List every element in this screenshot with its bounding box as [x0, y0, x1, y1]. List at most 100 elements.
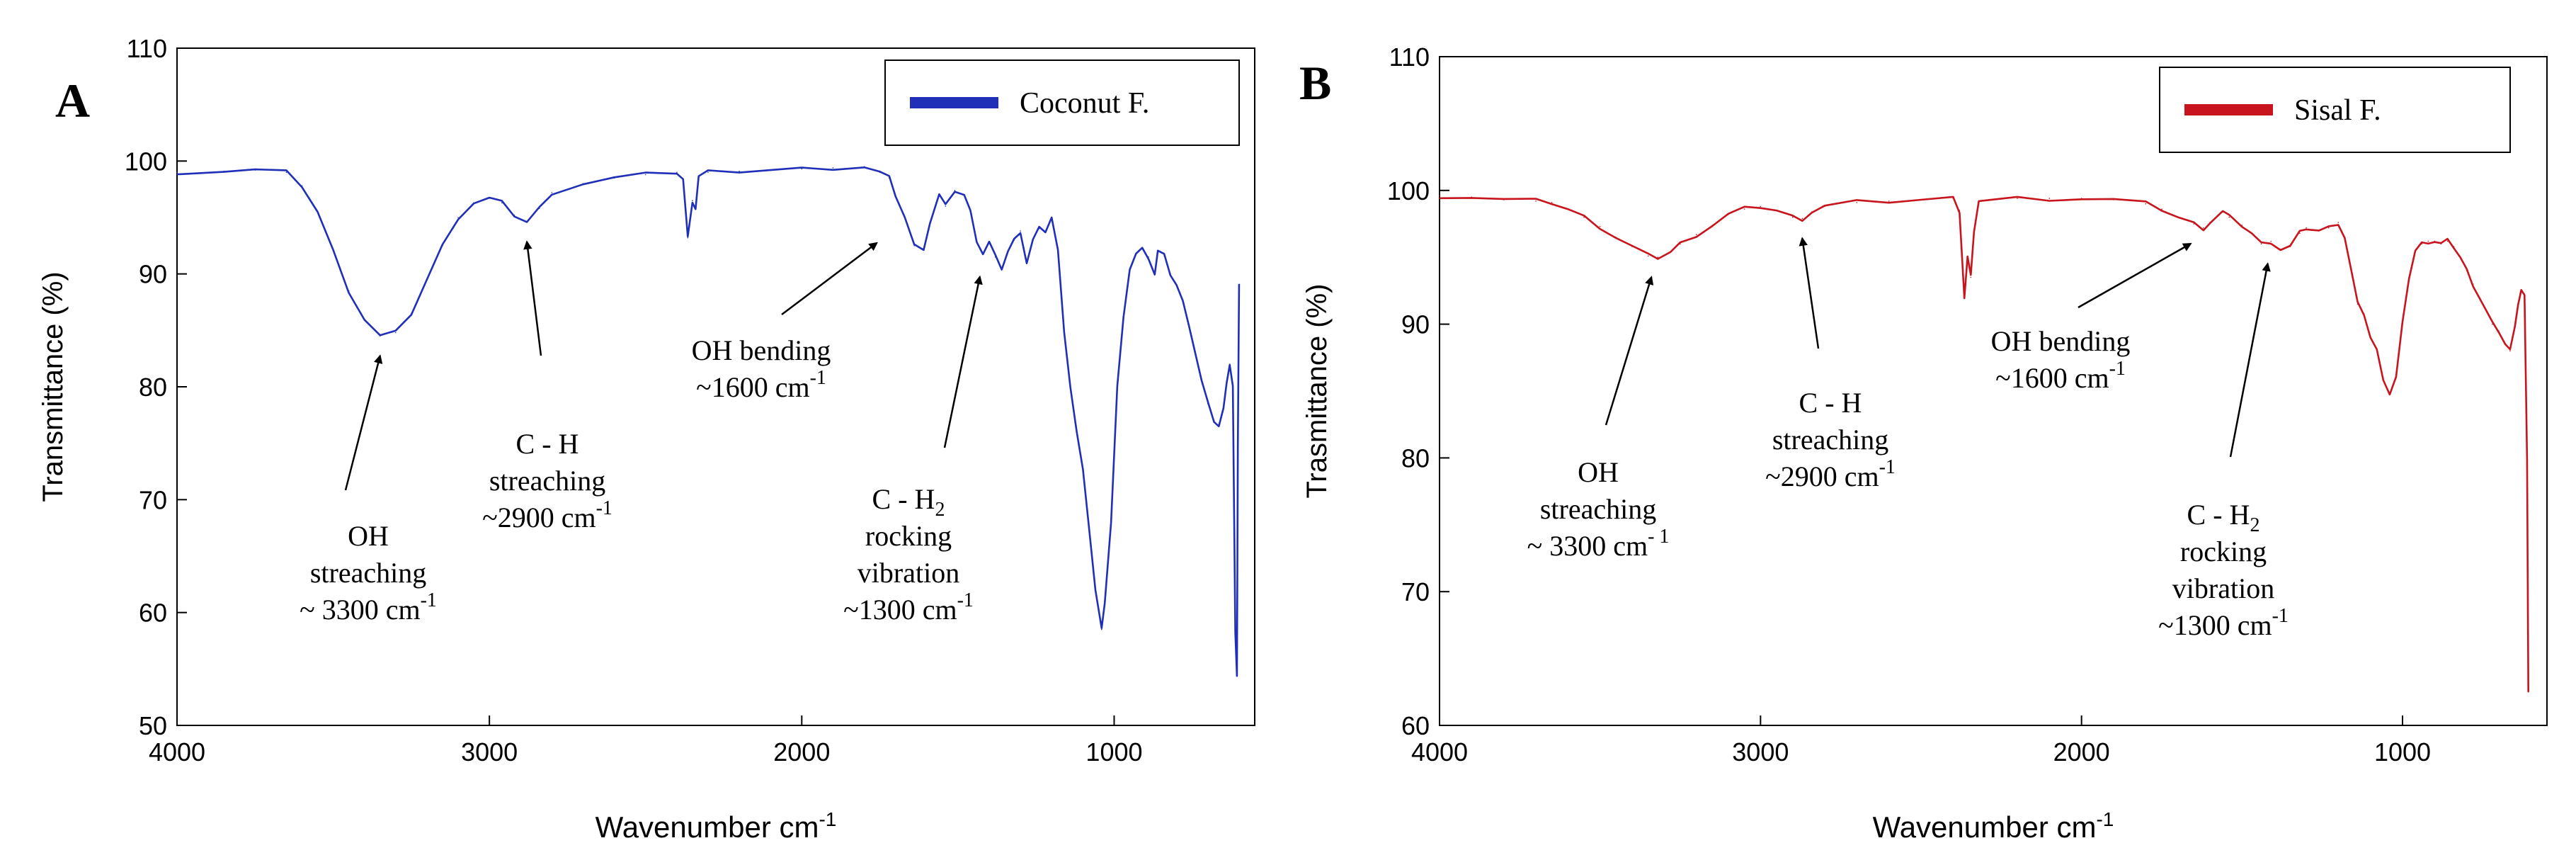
x-tick-label: 1000 [1085, 737, 1142, 766]
data-point [426, 278, 428, 281]
data-point [1201, 380, 1202, 382]
data-point [2427, 240, 2429, 242]
data-point [2472, 283, 2474, 285]
data-point [1013, 239, 1015, 241]
data-point [2337, 222, 2340, 223]
y-axis-label: Transmittance (%) [38, 271, 69, 502]
data-point [2177, 216, 2179, 218]
annotation-ch2-rock: C - H2 rocking vibration ~1300 cm-1 [843, 483, 974, 626]
data-point [363, 318, 365, 320]
data-point [929, 222, 930, 224]
data-point [2193, 223, 2195, 225]
data-point [1213, 420, 1215, 421]
data-point [2363, 312, 2365, 315]
data-point [1670, 251, 1672, 253]
data-point [2017, 198, 2018, 199]
y-tick-label: 90 [1401, 310, 1430, 339]
data-point [1182, 301, 1184, 303]
data-point [976, 239, 978, 241]
x-axis-label: Wavenumber cm-1 [1873, 808, 2114, 844]
data-point [2356, 303, 2359, 305]
data-point [913, 245, 915, 247]
data-point [1973, 230, 1975, 232]
data-point [1223, 409, 1224, 410]
x-tick-label: 2000 [2053, 737, 2110, 766]
data-point [1163, 255, 1165, 257]
data-point [2145, 203, 2147, 205]
data-point [2395, 377, 2397, 378]
data-point [348, 290, 350, 292]
data-point [2048, 198, 2051, 199]
data-point [1218, 426, 1220, 427]
y-tick-label: 100 [125, 147, 167, 176]
data-point [687, 237, 689, 239]
data-point [473, 202, 474, 204]
data-point [1964, 297, 1965, 298]
annotation-arrow [943, 275, 983, 448]
annotation-oh-bend: OH bending ~1600 cm-1 [1991, 325, 2131, 394]
data-point [2421, 243, 2422, 245]
data-point [1680, 243, 1681, 245]
data-point [707, 171, 709, 174]
legend-label: Sisal F. [2294, 94, 2381, 127]
chart-panel-b: 60 70 80 90 100 110 4000 3000 2000 1000 Trasmittan… [1299, 43, 2548, 844]
annotation-arrow [344, 354, 383, 491]
data-point [1082, 470, 1084, 473]
data-point [2203, 227, 2204, 229]
data-point [1207, 403, 1209, 404]
data-point [1970, 276, 1972, 278]
annotation-arrow [1799, 237, 1820, 349]
data-point [2498, 330, 2500, 332]
data-point [2504, 344, 2506, 345]
data-point [2434, 240, 2436, 242]
x-tick-label: 4000 [1411, 737, 1468, 766]
data-point [1122, 318, 1124, 320]
data-point [301, 185, 303, 187]
data-point [2350, 270, 2352, 271]
data-point [1007, 251, 1009, 252]
data-point [1567, 208, 1569, 210]
data-point [1439, 195, 1440, 197]
data-point [380, 335, 381, 337]
data-point [1236, 674, 1238, 676]
data-point [2270, 240, 2272, 242]
data-point [1044, 230, 1047, 232]
data-point [2376, 350, 2378, 352]
data-point [2369, 336, 2371, 339]
data-point [904, 217, 906, 218]
data-point [613, 177, 615, 179]
data-point [801, 168, 803, 170]
annotation-arrow [523, 240, 542, 356]
annotation-arrow [2078, 242, 2192, 309]
plot-frame [1439, 56, 2548, 726]
data-point [2299, 232, 2301, 234]
x-tick-label: 3000 [1732, 737, 1789, 766]
data-point [442, 245, 443, 247]
x-tick-label: 3000 [461, 737, 518, 766]
data-point [551, 192, 553, 193]
data-point [1978, 200, 1980, 202]
data-point [411, 312, 412, 315]
data-point [1631, 246, 1633, 247]
annotation-oh-bend: OH bending ~1600 cm-1 [692, 334, 831, 403]
data-point [2113, 199, 2114, 200]
data-point [2446, 240, 2449, 242]
data-point [982, 253, 984, 254]
data-point [2485, 310, 2487, 312]
data-point [954, 190, 956, 191]
data-point [1503, 199, 1505, 200]
data-point [457, 217, 459, 218]
x-tick-label: 4000 [149, 737, 205, 766]
data-point [963, 194, 965, 196]
data-point [1188, 324, 1190, 326]
y-tick-label: 110 [127, 34, 167, 63]
data-point [2306, 227, 2307, 229]
data-point [1157, 251, 1158, 252]
data-point [1135, 253, 1137, 254]
data-point [2289, 246, 2291, 247]
data-point [1776, 210, 1777, 211]
data-point [1856, 202, 1858, 203]
y-tick-label: 70 [139, 485, 167, 514]
data-point [1076, 431, 1078, 433]
